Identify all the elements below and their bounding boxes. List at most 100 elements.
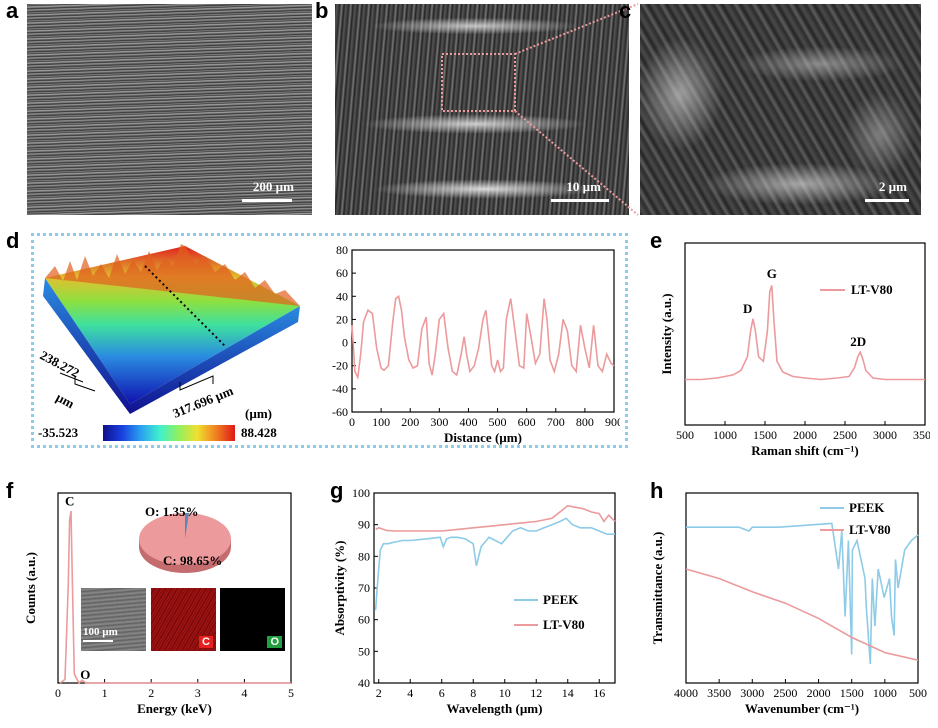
edx-oxygen-map: O <box>220 588 285 651</box>
x-tick-label: 1 <box>102 686 108 700</box>
x-tick-label: 2000 <box>807 686 831 700</box>
colorbar-max: 88.428 <box>241 425 277 440</box>
plot-frame <box>685 492 919 684</box>
series-line-PEEK <box>374 517 615 611</box>
surface-3d-plot: 238.272 µm 317.696 µm <box>38 244 300 421</box>
x-tick-label: 1000 <box>713 428 737 442</box>
pie-label-c: C: 98.65% <box>163 553 222 568</box>
x-tick-label: 2500 <box>773 686 797 700</box>
series-line-LT-V80 <box>375 504 616 532</box>
edx-scalebar-label: 100 µm <box>83 626 118 638</box>
y-tick-label: 70 <box>358 581 370 595</box>
x-tick-label: 6 <box>439 686 445 700</box>
legend-label-LT-V80: LT-V80 <box>543 617 585 632</box>
series-line-LT-V80 <box>685 285 925 381</box>
sem-image-b: 10 µm <box>335 4 629 215</box>
x-tick-label: 16 <box>593 686 605 700</box>
dim-y-unit: µm <box>54 389 77 411</box>
y-axis-label: Intensity (a.u.) <box>659 293 674 374</box>
x-axis-label: Wavelength (µm) <box>447 701 543 716</box>
y-tick-label: -40 <box>332 382 348 396</box>
x-axis-label: Raman shift (cm⁻¹) <box>751 443 859 458</box>
plot-frame <box>684 242 926 426</box>
x-tick-label: 4 <box>241 686 247 700</box>
y-tick-label: -60 <box>332 405 348 419</box>
panel-label-d: d <box>6 228 20 253</box>
scalebar-b <box>551 199 609 202</box>
panel-label-c: c <box>619 0 632 23</box>
x-tick-label: 0 <box>55 686 61 700</box>
pie-slice-o <box>185 513 189 539</box>
sem-image-c: 2 µm <box>640 4 921 215</box>
x-tick-label: 600 <box>518 415 536 429</box>
zoom-box <box>441 53 516 112</box>
x-axis-label: Wavenumber (cm⁻¹) <box>745 701 859 716</box>
series-line-LT-V80 <box>685 568 919 661</box>
panel-label-e: e <box>650 228 663 253</box>
y-tick-label: 60 <box>358 613 370 627</box>
panel-d-frame <box>31 233 628 448</box>
sem-image-a: 200 µm <box>27 4 312 215</box>
x-axis-label: Distance (µm) <box>444 430 522 445</box>
series-line-profile <box>351 294 615 381</box>
x-tick-label: 500 <box>676 428 694 442</box>
colorbar <box>103 425 235 441</box>
carbon-tag: C <box>199 636 213 648</box>
profile-chart: 0 100 200 300 400 500 600 700 800 900 -60 -40 -20 0 20… <box>332 243 620 445</box>
raman-chart: 500 1000 1500 2000 2500 3000 3500 Raman shift (… <box>659 242 930 458</box>
x-tick-label: 3500 <box>707 686 731 700</box>
y-tick-label: 100 <box>352 486 370 500</box>
x-tick-label: 500 <box>489 415 507 429</box>
panel-label-f: f <box>6 478 14 503</box>
y-tick-label: 0 <box>342 336 348 350</box>
legend-label-PEEK: PEEK <box>543 592 579 607</box>
y-axis-label: Absorptivity (%) <box>332 541 347 636</box>
x-tick-label: 900 <box>605 415 620 429</box>
edx-chart: 0 1 2 3 4 5 Energy (keV) Counts (a.u.) C O O: 1.35… <box>23 492 294 716</box>
peak-label-c: C <box>65 493 74 508</box>
panel-label-a: a <box>6 0 19 23</box>
x-tick-label: 5 <box>288 686 294 700</box>
x-tick-label: 4000 <box>674 686 698 700</box>
pie-label-o: O: 1.35% <box>145 504 198 519</box>
x-tick-label: 3000 <box>873 428 897 442</box>
x-tick-label: 700 <box>547 415 565 429</box>
y-tick-label: 80 <box>336 243 348 257</box>
x-tick-label: 2 <box>148 686 154 700</box>
x-tick-label: 400 <box>459 415 477 429</box>
x-tick-label: 2 <box>376 686 382 700</box>
plot-frame <box>373 492 616 684</box>
legend-label-PEEK: PEEK <box>849 500 885 515</box>
y-tick-label: -20 <box>332 359 348 373</box>
x-tick-label: 12 <box>530 686 542 700</box>
y-tick-label: 20 <box>336 312 348 326</box>
x-tick-label: 800 <box>576 415 594 429</box>
scalebar-a <box>242 199 292 202</box>
scalebar-c-label: 2 µm <box>878 179 907 194</box>
y-tick-label: 50 <box>358 644 370 658</box>
scalebar-b-label: 10 µm <box>566 179 601 194</box>
y-tick-label: 40 <box>336 289 348 303</box>
x-tick-label: 2000 <box>793 428 817 442</box>
panel-label-h: h <box>650 478 664 503</box>
series-line-EDX <box>59 510 291 685</box>
x-tick-label: 4 <box>407 686 413 700</box>
peak-label-2d: 2D <box>850 334 866 349</box>
edx-scalebar <box>83 640 113 642</box>
edx-sem-map: 100 µm <box>81 588 146 651</box>
panel-label-b: b <box>315 0 329 23</box>
y-tick-label: 90 <box>358 518 370 532</box>
series-line-PEEK <box>686 522 919 665</box>
oxygen-tag: O <box>267 636 282 648</box>
scalebar-c <box>865 199 909 202</box>
x-tick-label: 100 <box>372 415 390 429</box>
y-tick-label: 60 <box>336 266 348 280</box>
edx-carbon-map: C <box>151 588 216 651</box>
colorbar-min: -35.523 <box>38 425 79 440</box>
ftir-chart: 4000 3500 3000 2500 2000 1500 1000 500 Wavenumbe… <box>650 492 927 716</box>
legend-label: LT-V80 <box>851 282 893 297</box>
x-tick-label: 300 <box>430 415 448 429</box>
x-tick-label: 3500 <box>913 428 930 442</box>
y-axis-label: Counts (a.u.) <box>23 552 38 624</box>
y-tick-label: 40 <box>358 676 370 690</box>
